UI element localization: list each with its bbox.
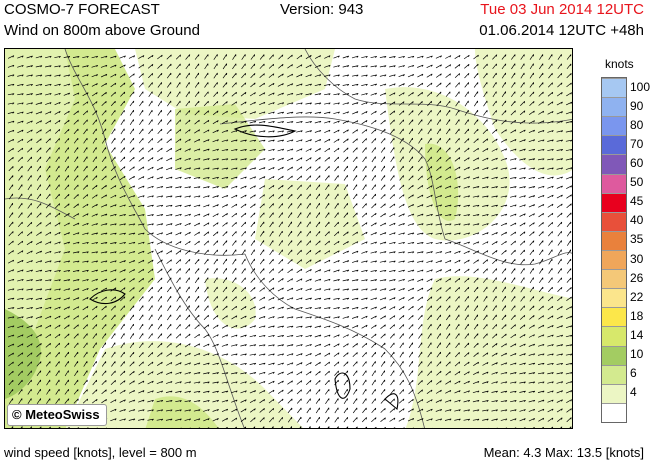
legend-swatch — [602, 269, 626, 289]
legend-label: 70 — [630, 136, 644, 151]
shade-southwest-dark — [5, 309, 41, 399]
legend-label: 40 — [630, 213, 644, 228]
legend-label: 35 — [630, 232, 644, 247]
border-line — [5, 197, 76, 220]
lakes — [89, 124, 399, 411]
legend-swatch — [602, 383, 626, 403]
shade-south — [65, 341, 304, 428]
legend-swatch — [602, 211, 626, 231]
shade-south-mid — [145, 396, 219, 428]
border-line — [219, 116, 446, 240]
legend-swatch — [602, 135, 626, 155]
valid-time: 01.06.2014 12UTC +48h — [479, 22, 644, 39]
legend-label: 14 — [630, 328, 644, 342]
legend-label: 26 — [630, 270, 644, 285]
legend-label: 80 — [630, 117, 644, 132]
legend-swatch — [602, 116, 626, 136]
product-subtitle: Wind on 800m above Ground — [4, 22, 200, 39]
legend-swatch — [602, 173, 626, 193]
legend-label: 50 — [630, 175, 644, 190]
wind-map: © MeteoSwiss — [4, 48, 573, 429]
shade-center-north — [175, 104, 265, 189]
lake-outline — [89, 289, 126, 305]
run-date: Tue 03 Jun 2014 12UTC — [480, 1, 644, 18]
shade-southeast — [405, 276, 572, 428]
legend-label: 18 — [630, 308, 644, 323]
legend-swatch — [602, 307, 626, 327]
legend-swatch — [602, 402, 626, 422]
wind-arrow — [7, 54, 572, 428]
legend-label: 90 — [630, 98, 644, 113]
version-label: Version: 943 — [280, 1, 364, 18]
legend-label: 22 — [630, 289, 644, 304]
copyright-label: © MeteoSwiss — [7, 404, 107, 426]
border-line — [154, 248, 245, 428]
wind-arrows — [7, 54, 572, 428]
wind-field-plot — [5, 49, 572, 428]
lake-outline — [334, 372, 351, 399]
legend-swatch — [602, 154, 626, 174]
shade-east-mid — [425, 143, 459, 221]
legend-swatch — [602, 192, 626, 212]
legend-swatch — [602, 326, 626, 346]
legend-unit: knots — [605, 57, 634, 71]
footer-stats: Mean: 4.3 Max: 13.5 [knots] — [483, 445, 644, 460]
shade-west-light — [5, 49, 75, 349]
legend-swatch — [602, 250, 626, 270]
shade-center — [255, 179, 365, 269]
legend-label: 100 — [630, 79, 650, 94]
copyright-text: © MeteoSwiss — [12, 407, 100, 422]
legend-swatch — [602, 288, 626, 308]
legend-label: 10 — [630, 347, 644, 362]
shade-alps-patch — [205, 278, 256, 329]
legend-label: 6 — [630, 366, 637, 381]
legend-swatch — [602, 230, 626, 250]
legend-swatch — [602, 97, 626, 117]
lake-outline — [384, 393, 399, 411]
legend-swatch — [602, 78, 626, 98]
footer-left: wind speed [knots], level = 800 m — [4, 445, 197, 460]
lake-outline — [233, 124, 297, 138]
legend-swatch — [602, 364, 626, 384]
legend-label: 45 — [630, 194, 644, 209]
legend-swatch — [602, 345, 626, 365]
border-line — [444, 238, 572, 266]
product-title: COSMO-7 FORECAST — [4, 1, 160, 18]
color-legend — [601, 77, 627, 423]
legend-label: 60 — [630, 156, 644, 170]
legend-label: 30 — [630, 251, 644, 266]
legend-label: 4 — [630, 385, 637, 400]
